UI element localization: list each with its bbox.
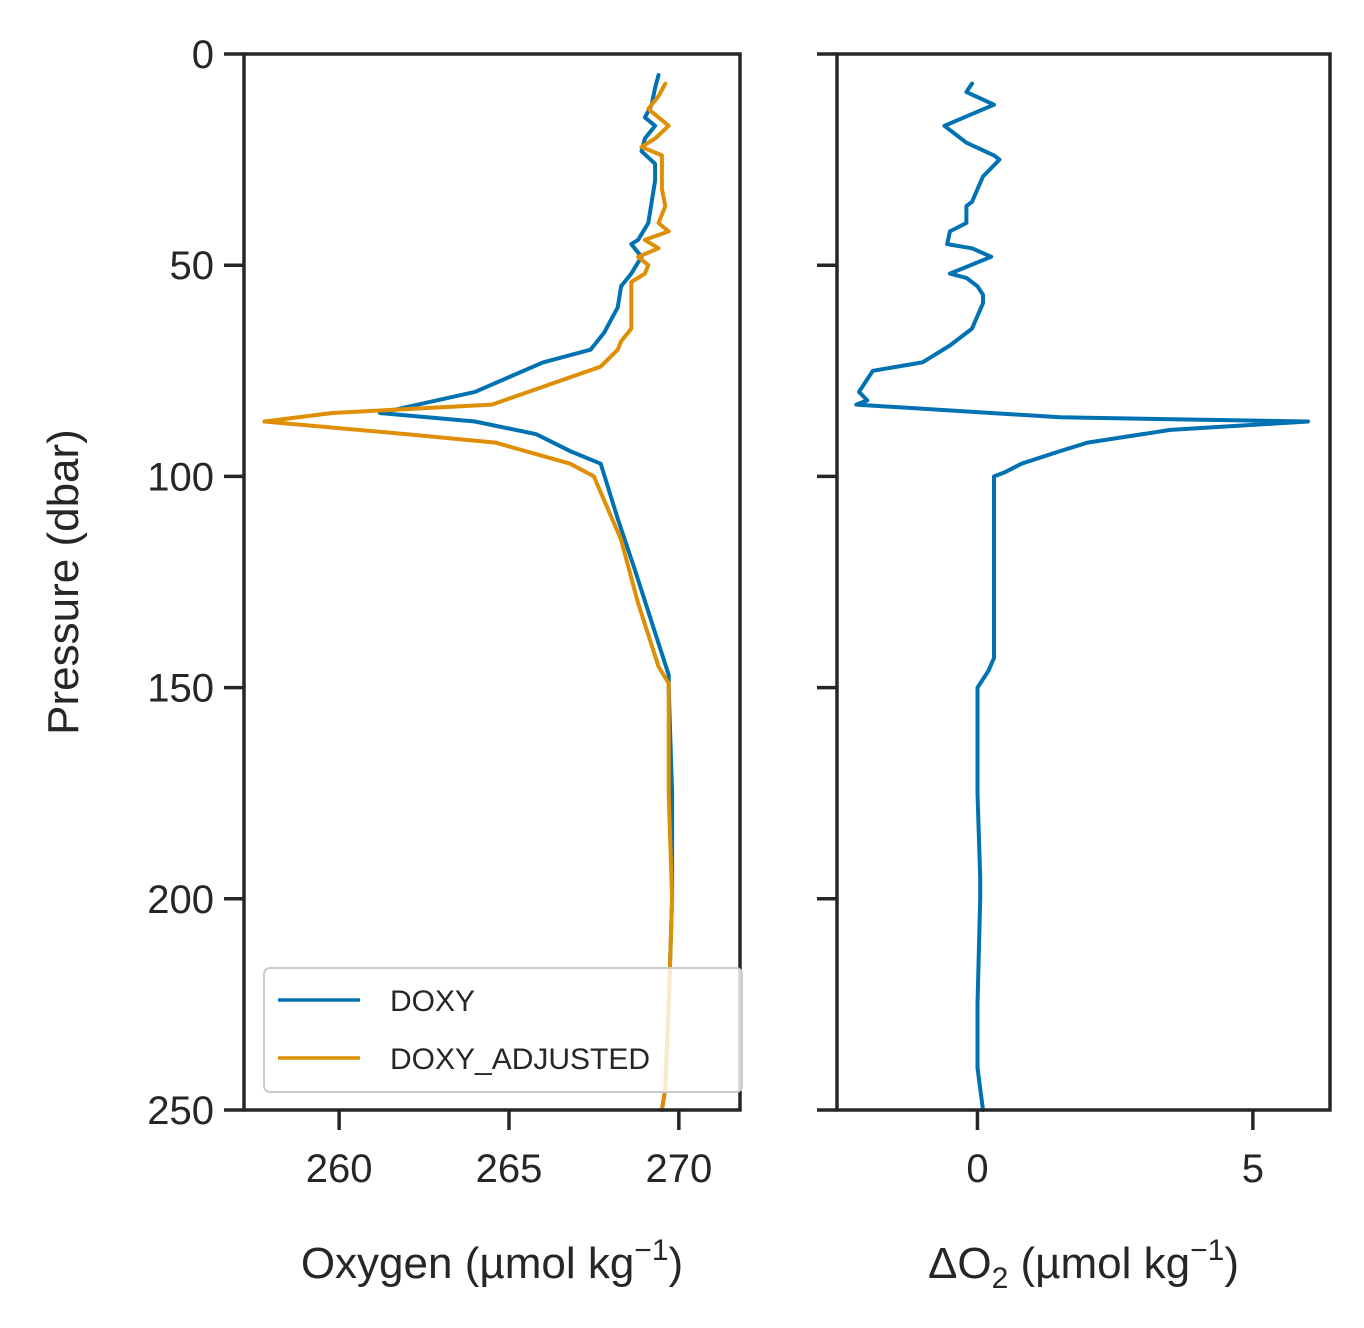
x-tick-label: 265 [476,1147,543,1191]
y-tick-label: 100 [147,455,214,499]
legend-box [263,967,743,1093]
x-tick-label: 0 [966,1147,988,1191]
series-line-doxy [377,73,675,1112]
y-tick-label: 0 [192,33,214,77]
oxygen-x-axis-label: Oxygen (µmol kg−1) [301,1234,683,1288]
delta-oxygen-axes-frame [835,52,1332,1112]
oxygen-axes-frame [242,52,742,1112]
y-tick-label: 50 [170,244,215,288]
pressure-y-ticks: 0 50 100 150 200 250 [147,33,244,1133]
x-tick-label: 5 [1242,1147,1264,1191]
oxygen-x-ticks: 260 265 270 [306,1110,712,1191]
delta-oxygen-y-ticks [817,52,837,1112]
legend-label-doxy: DOXY [390,985,475,1018]
legend-label-doxy-adjusted: DOXY_ADJUSTED [390,1043,650,1076]
pressure-y-axis-label: Pressure (dbar) [39,429,88,735]
x-tick-label: 270 [645,1147,712,1191]
series-line--o2 [854,81,1310,1112]
x-label-subscript: 2 [992,1262,1009,1295]
y-tick-label: 250 [147,1089,214,1133]
y-tick-label: 150 [147,667,214,711]
series-line-doxy-adjusted [262,81,675,1112]
x-label-superscript: −1 [634,1234,668,1267]
delta-oxygen-lines [854,81,1310,1112]
x-label-superscript: −1 [1190,1234,1224,1267]
delta-oxygen-x-axis-label: ΔO2 (µmol kg−1) [928,1234,1239,1295]
oxygen-lines [262,73,675,1112]
oxygen-panel: 260 265 270 0 50 100 150 200 250 Oxygen (µmol k… [39,33,743,1288]
x-tick-label: 260 [306,1147,373,1191]
legend: DOXY DOXY_ADJUSTED [263,967,743,1093]
y-tick-label: 200 [147,878,214,922]
